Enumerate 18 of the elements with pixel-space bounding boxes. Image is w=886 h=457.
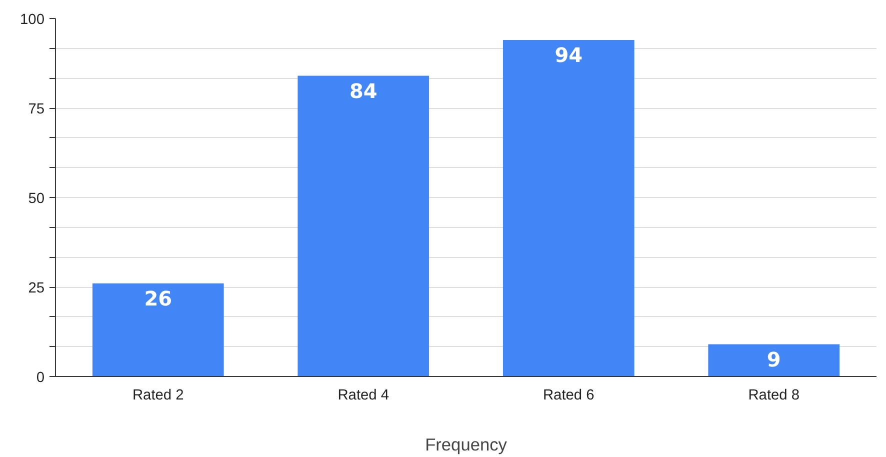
data-label: 94 xyxy=(554,42,583,67)
x-tick-label: Rated 2 xyxy=(132,388,184,404)
y-tick-label: 25 xyxy=(28,280,45,296)
data-label: 84 xyxy=(349,78,378,103)
y-tick-label: 100 xyxy=(20,12,45,28)
data-label: 9 xyxy=(766,347,781,372)
data-label: 26 xyxy=(144,286,172,310)
bar xyxy=(708,344,840,376)
y-tick-label: 50 xyxy=(28,191,45,207)
y-tick-label: 75 xyxy=(28,102,45,118)
y-tick-label: 0 xyxy=(36,370,45,386)
x-tick-label: Rated 6 xyxy=(542,388,594,404)
bar xyxy=(502,40,634,376)
bar xyxy=(92,283,224,376)
bar xyxy=(298,76,430,376)
x-tick-label: Rated 8 xyxy=(748,388,800,404)
x-tick-label: Rated 4 xyxy=(338,388,390,404)
x-axis-title: Frequency xyxy=(425,434,508,454)
